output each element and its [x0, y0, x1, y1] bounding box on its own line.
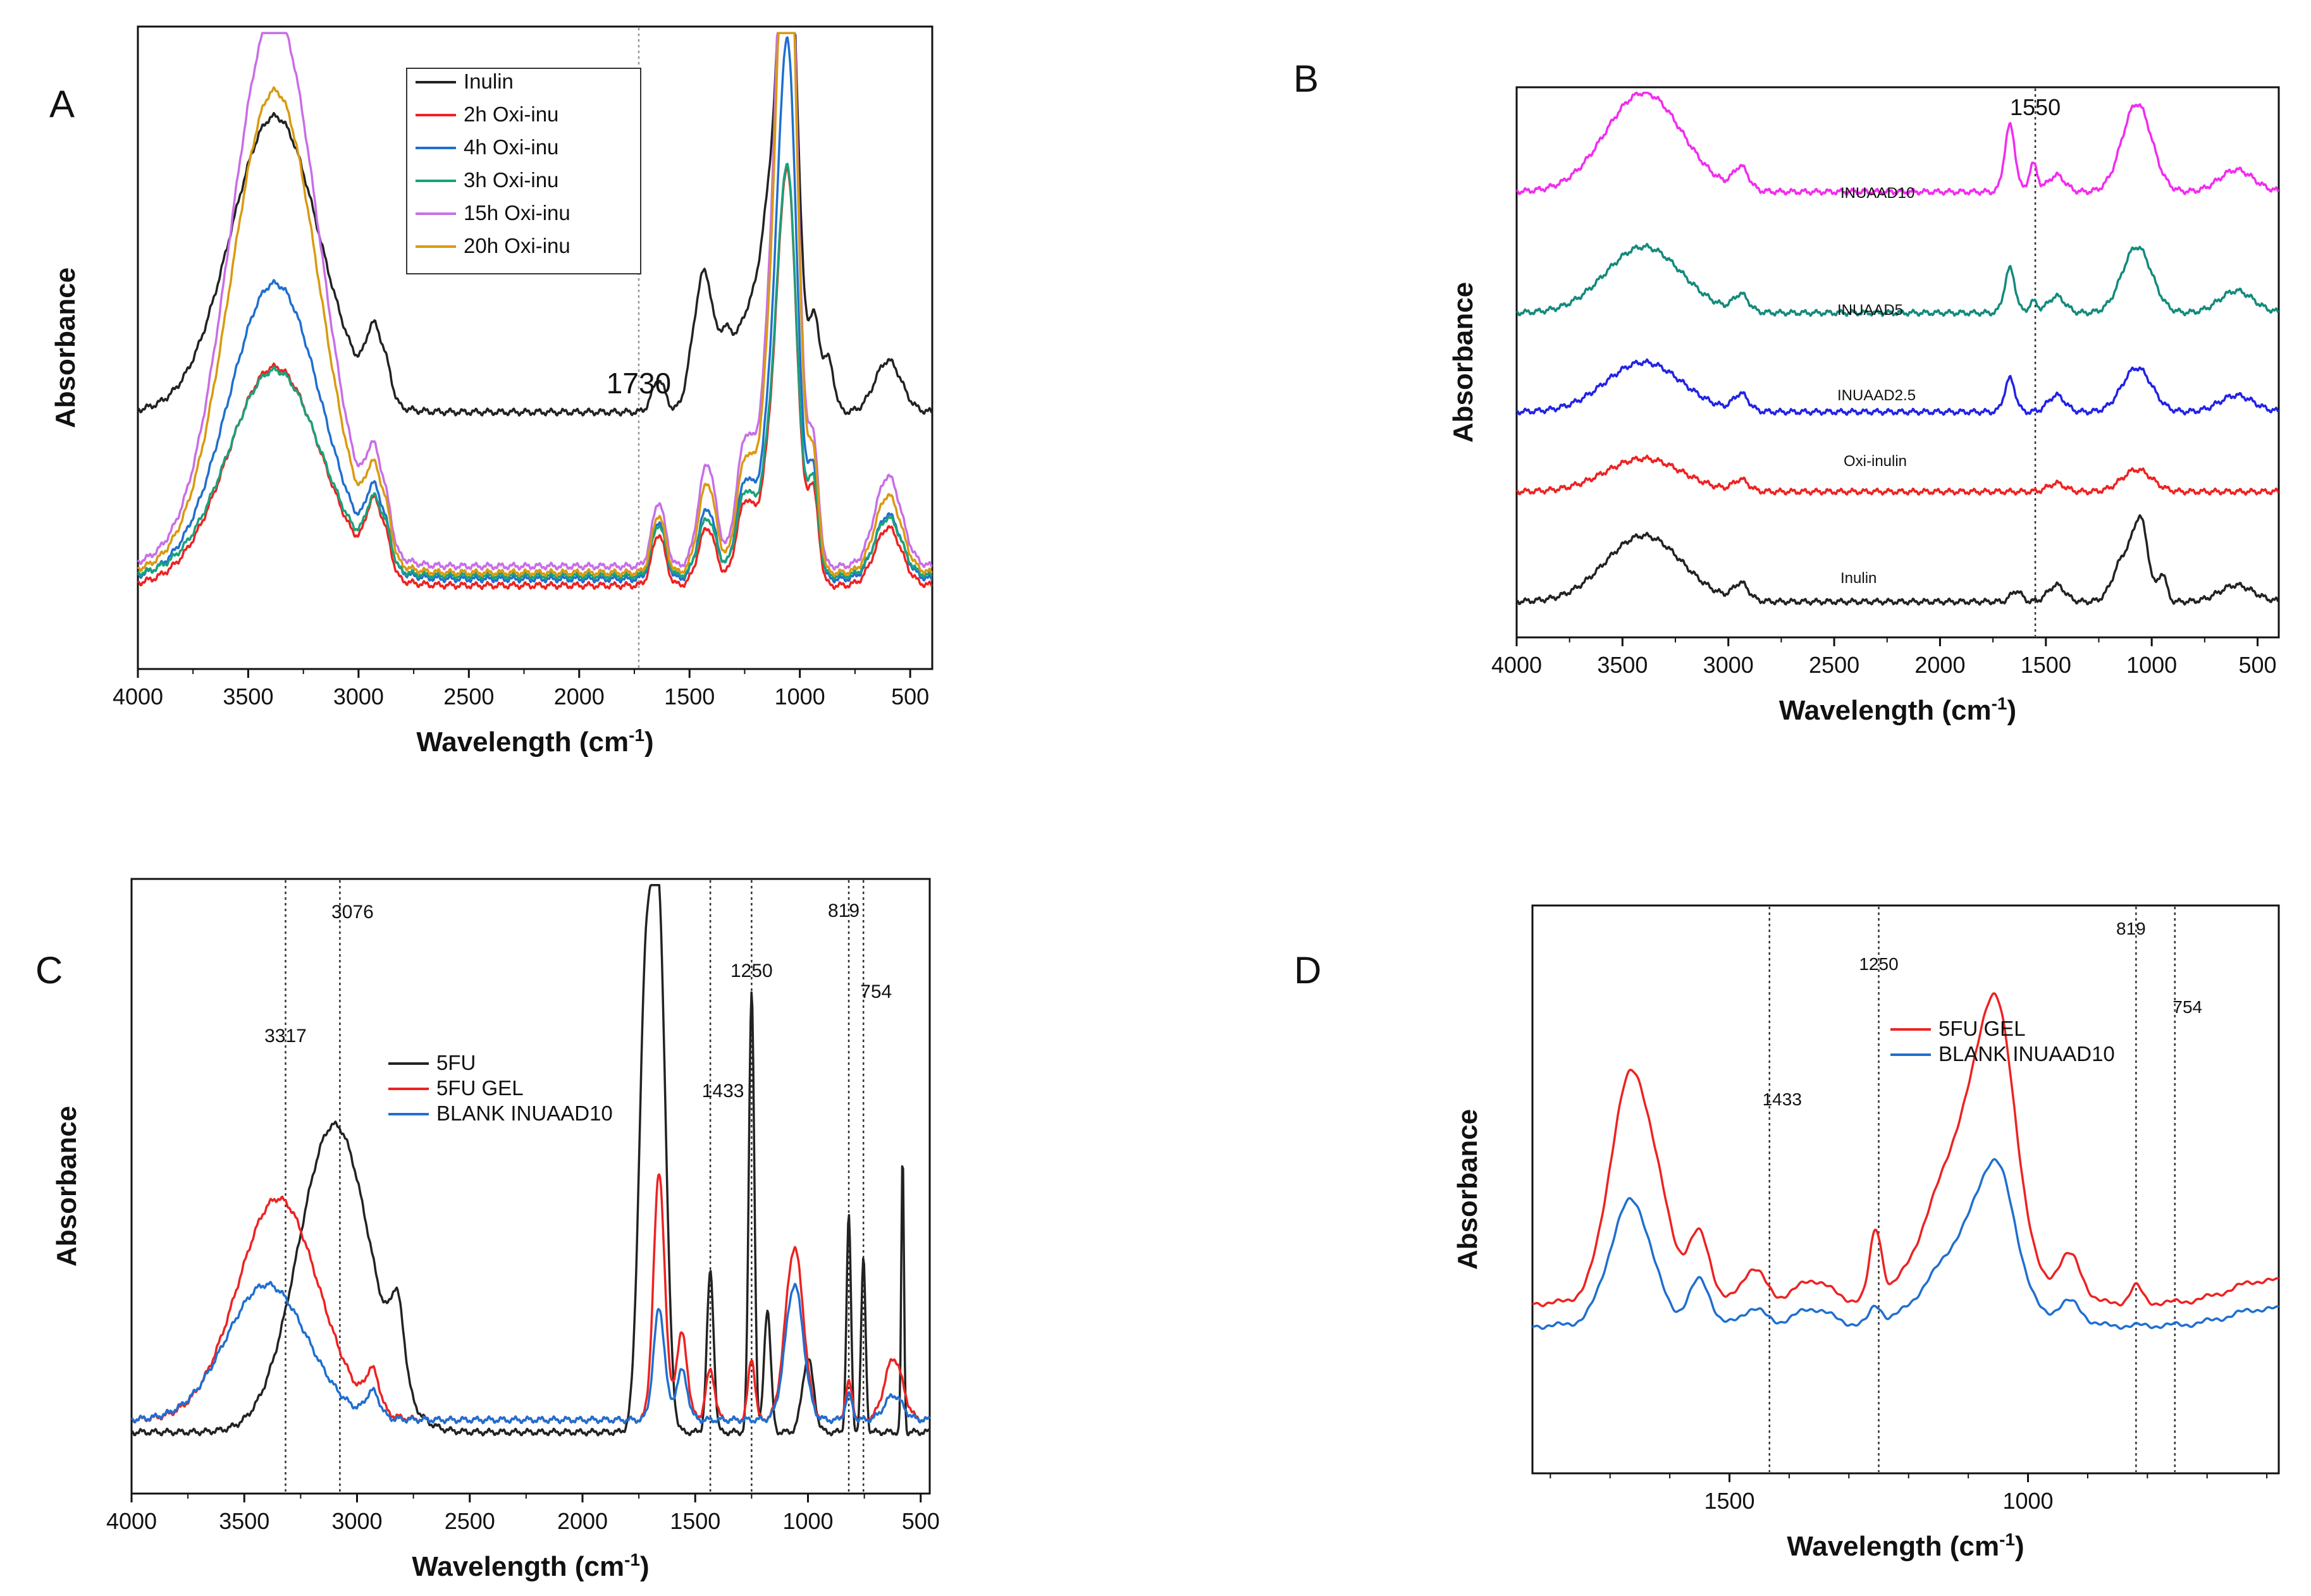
annotation-1250: 1250: [1859, 954, 1898, 974]
series-5fu: [131, 883, 931, 1437]
series-label: Oxi-inulin: [1844, 453, 1907, 470]
x-tick-label: 4000: [106, 1508, 157, 1534]
series-inuaad5: [1516, 243, 2279, 317]
legend-box: [406, 68, 641, 274]
x-tick-label: 2000: [554, 684, 605, 709]
x-tick-label: 1500: [664, 684, 715, 709]
series-20h-oxi-inu: [137, 32, 933, 577]
x-tick-label: 3000: [333, 684, 384, 709]
x-tick-label: 1500: [1704, 1488, 1754, 1514]
series-label: INUAAD2.5: [1837, 387, 1916, 404]
annotation-754: 754: [2172, 997, 2202, 1017]
x-tick-label: 500: [2238, 652, 2276, 678]
series-inulin: [1516, 514, 2279, 606]
series-4h-oxi-inu: [137, 36, 933, 584]
annotation-754: 754: [860, 981, 892, 1002]
series-inulin: [137, 32, 933, 417]
series-5fu-gel: [1532, 992, 2279, 1308]
series-label: INUAAD5: [1837, 302, 1903, 319]
x-tick-label: 3500: [1597, 652, 1648, 678]
annotation-819: 819: [828, 900, 860, 921]
legend-entry: 3h Oxi-inu: [464, 168, 558, 192]
x-tick-label: 500: [902, 1508, 940, 1534]
series-oxi-inulin: [1516, 454, 2279, 496]
x-tick-label: 1000: [2126, 652, 2177, 678]
legend-entry: 20h Oxi-inu: [464, 234, 570, 257]
legend: Inulin 2h Oxi-inu 4h Oxi-inu 3h Oxi-inu 15h …: [406, 68, 641, 274]
plot-frame: [130, 878, 931, 1495]
panel-letter: A: [49, 83, 75, 125]
plot-frame: [137, 25, 934, 670]
annotation-1433: 1433: [1763, 1090, 1802, 1109]
x-tick-label: 2500: [443, 684, 494, 709]
panel-d: D 1500 1000 Wavelength (cm-1) Absorbance 1433…: [1294, 904, 2280, 1562]
annotation-1730: 1730: [607, 367, 671, 400]
annotation-3317: 3317: [264, 1026, 307, 1047]
series-inuaad2-5: [1516, 358, 2279, 416]
x-tick-label: 3000: [331, 1508, 382, 1534]
plot-frame: [1531, 904, 2280, 1475]
plot-frame: [1515, 86, 2280, 639]
x-axis-title: Wavelength (cm-1): [1787, 1530, 2024, 1562]
y-axis-title: Absorbance: [1452, 1109, 1483, 1270]
x-tick-label: 1000: [782, 1508, 833, 1534]
legend-entry: 2h Oxi-inu: [464, 102, 558, 126]
x-axis-title: Wavelength (cm-1): [416, 725, 653, 758]
annotation-1433: 1433: [702, 1081, 744, 1102]
legend-entry: BLANK INUAAD10: [436, 1102, 613, 1125]
y-axis-title: Absorbance: [51, 1106, 82, 1267]
x-tick-label: 1500: [2021, 652, 2071, 678]
x-tick-label: 3000: [1703, 652, 1754, 678]
x-tick-label: 1500: [670, 1508, 720, 1534]
panel-letter: B: [1293, 58, 1319, 100]
annotation-3076: 3076: [331, 902, 374, 923]
annotation-1550: 1550: [2010, 94, 2061, 120]
annotation-1250: 1250: [730, 961, 773, 981]
x-tick-label: 4000: [1491, 652, 1542, 678]
x-tick-label: 4000: [113, 684, 163, 709]
x-tick-label: 2500: [445, 1508, 495, 1534]
series-label: Inulin: [1840, 570, 1877, 587]
x-tick-label: 3500: [223, 684, 273, 709]
panel-a: A 4000 3500 3000 2500 2000 1500 1000 500 Waveleng…: [49, 25, 934, 758]
x-tick-label: 3500: [219, 1508, 269, 1534]
x-tick-label: 1000: [775, 684, 825, 709]
legend-entry: 4h Oxi-inu: [464, 135, 558, 159]
legend-entry: 5FU GEL: [436, 1076, 524, 1100]
annotation-819: 819: [2116, 919, 2146, 938]
panel-letter: D: [1294, 949, 1321, 991]
legend-entry: 15h Oxi-inu: [464, 201, 570, 224]
panel-letter: C: [35, 949, 63, 991]
x-tick-label: 500: [891, 684, 929, 709]
legend-entry: 5FU: [436, 1051, 476, 1074]
legend-entry: Inulin: [464, 70, 514, 93]
x-axis-title: Wavelength (cm-1): [412, 1550, 649, 1582]
series-inuaad10: [1516, 91, 2279, 196]
series-blank-inuaad10: [131, 1280, 931, 1425]
y-axis-title: Absorbance: [50, 267, 81, 428]
series-label: INUAAD10: [1840, 185, 1914, 202]
series-blank-inuaad10: [1532, 1158, 2279, 1330]
x-tick-label: 2000: [1914, 652, 1965, 678]
panel-b: B 4000 3500 3000 2500 2000 1500 1000 500 Waveleng…: [1293, 58, 2280, 726]
x-tick-label: 2000: [557, 1508, 608, 1534]
x-tick-label: 1000: [2002, 1488, 2053, 1514]
series-3h-oxi-inu: [137, 163, 933, 580]
legend-entry: BLANK INUAAD10: [1938, 1042, 2115, 1065]
legend-entry: 5FU GEL: [1938, 1017, 2026, 1040]
x-tick-label: 2500: [1809, 652, 1859, 678]
x-axis-title: Wavelength (cm-1): [1779, 694, 2016, 726]
y-axis-title: Absorbance: [1448, 282, 1479, 443]
panel-c: C 4000 3500 3000 2500 2000 1500 1000 500 Waveleng…: [35, 878, 940, 1582]
